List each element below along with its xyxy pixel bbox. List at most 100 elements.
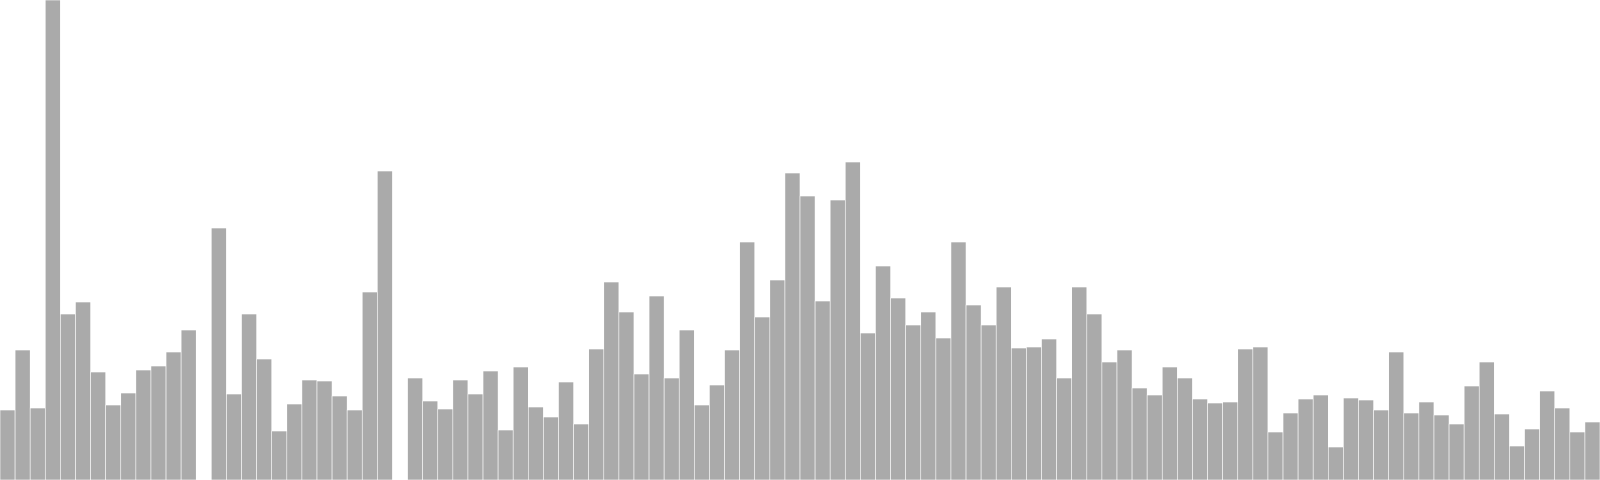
bar (875, 265, 891, 480)
bar (543, 416, 559, 480)
bar (965, 304, 982, 480)
bar (890, 297, 906, 480)
bar (1177, 377, 1193, 480)
bar (44, 0, 61, 480)
bar (0, 409, 16, 480)
bar (286, 403, 303, 480)
bar (331, 395, 348, 480)
bar (1509, 445, 1525, 480)
bar (1388, 351, 1405, 480)
bar (241, 313, 257, 480)
bar (799, 195, 816, 480)
bar (1343, 397, 1359, 480)
bar (29, 407, 46, 480)
bar (497, 429, 514, 480)
bar (482, 370, 499, 480)
bar (1448, 423, 1465, 480)
bar (1161, 366, 1178, 480)
bar (1252, 346, 1269, 480)
bar (588, 348, 605, 480)
bar (1478, 361, 1495, 480)
bar (1539, 390, 1556, 480)
bar (663, 377, 680, 480)
bar (1116, 349, 1133, 480)
bar (14, 349, 31, 480)
bar (301, 379, 318, 480)
bar (905, 324, 922, 480)
bar (995, 286, 1012, 480)
bar (1328, 446, 1344, 480)
bar (1584, 421, 1600, 480)
bar (754, 316, 771, 480)
bar (1312, 394, 1329, 480)
bar (105, 404, 122, 480)
bar (1418, 401, 1435, 480)
bar (724, 349, 740, 480)
bar (1086, 313, 1103, 480)
bar (256, 358, 272, 480)
bar (346, 409, 363, 480)
bar (844, 161, 861, 480)
bar (950, 241, 967, 480)
bar (226, 393, 242, 480)
bar (1433, 414, 1450, 480)
bar (1282, 412, 1299, 480)
bar (920, 311, 937, 480)
bar (1026, 346, 1042, 480)
bar (980, 324, 997, 480)
bar (618, 311, 635, 480)
bar (1041, 338, 1057, 480)
bar (1358, 399, 1374, 480)
bar (829, 199, 846, 480)
bar (1131, 387, 1148, 480)
bar (935, 337, 952, 480)
bar (1554, 407, 1571, 480)
bar (1207, 402, 1223, 480)
bar (316, 380, 333, 480)
bar (814, 300, 831, 480)
bar (1297, 398, 1314, 480)
bar (90, 371, 106, 480)
bar (1192, 398, 1208, 480)
bar (603, 281, 620, 480)
bar (271, 430, 288, 480)
bar (1071, 286, 1088, 480)
bar (120, 392, 137, 480)
bar (512, 366, 529, 480)
bar (1463, 385, 1480, 480)
bar (1056, 377, 1072, 480)
bar (180, 329, 197, 480)
bar (211, 227, 227, 480)
bar (1403, 412, 1420, 480)
bar (784, 172, 801, 480)
bar (709, 384, 725, 480)
bar (1222, 401, 1239, 480)
bar (633, 373, 650, 480)
bar (150, 365, 167, 480)
bar (75, 301, 91, 480)
bar (452, 379, 469, 480)
bar (165, 351, 182, 480)
bar (860, 332, 876, 480)
bar (1569, 431, 1586, 480)
bar (1267, 431, 1284, 480)
bar (407, 377, 423, 480)
bar (361, 291, 378, 480)
bar (1146, 394, 1163, 480)
bar (528, 406, 544, 480)
bar (1101, 361, 1118, 480)
bar (422, 400, 439, 480)
bar (678, 329, 695, 480)
bar (1524, 428, 1540, 480)
bar (1373, 409, 1389, 480)
bar (467, 393, 484, 480)
bar (694, 404, 710, 480)
bar (769, 279, 786, 480)
bar (135, 369, 152, 480)
bar (648, 295, 665, 480)
bar (437, 408, 454, 480)
bar (1237, 348, 1254, 480)
bar (1494, 413, 1510, 480)
